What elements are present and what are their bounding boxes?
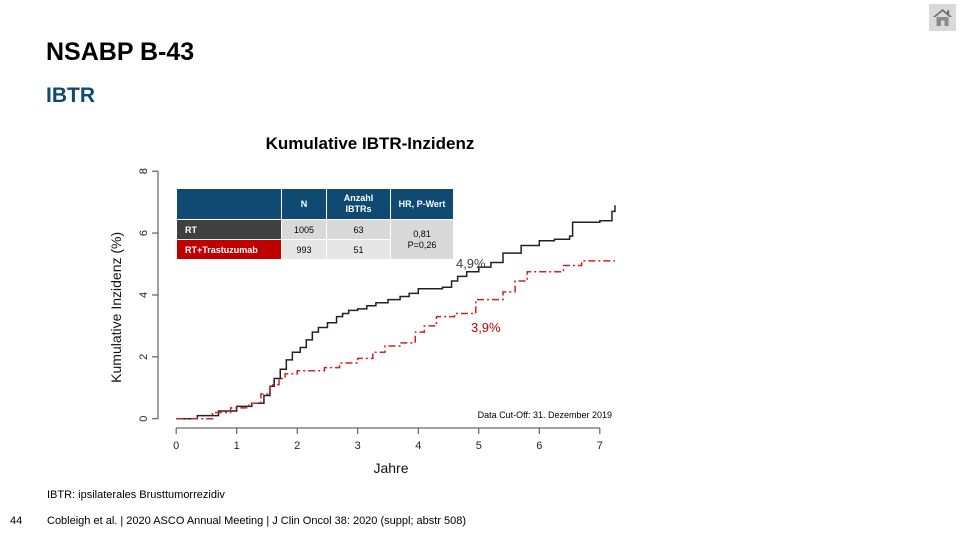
y-tick-label: 0 (138, 416, 150, 422)
y-tick-label: 2 (138, 354, 150, 360)
legend-row-rt-n: 1005 (281, 219, 327, 240)
x-axis-label: Jahre (373, 460, 408, 476)
x-tick-label: 6 (536, 440, 542, 452)
legend-row-rtt-events: 51 (326, 239, 391, 260)
slide-subtitle: IBTR (46, 84, 95, 107)
x-tick-label: 1 (234, 440, 240, 452)
footnote: IBTR: ipsilaterales Brusttumorrezidiv (47, 489, 225, 501)
y-tick-label: 8 (138, 168, 150, 174)
legend-header-empty (176, 188, 282, 220)
x-tick-label: 0 (173, 440, 179, 452)
chart-annotations: 4,9% 3,9% Data Cut-Off: 31. Dezember 2019 (456, 256, 612, 420)
x-tick-label: 4 (415, 440, 421, 452)
x-tick-label: 3 (355, 440, 361, 452)
legend-header-hr: HR, P-Wert (390, 188, 454, 220)
x-tick-label: 5 (476, 440, 482, 452)
x-tick-label: 2 (294, 440, 300, 452)
citation: Cobleigh et al. | 2020 ASCO Annual Meeti… (47, 515, 467, 527)
home-icon (933, 9, 952, 26)
y-axis-label: Kumulative Inzidenz (%) (108, 232, 124, 383)
chart-title: Kumulative IBTR-Inzidenz (265, 134, 475, 153)
series-line-rt (176, 205, 616, 420)
y-tick-label: 6 (138, 230, 150, 236)
legend-p-value: P=0,26 (407, 239, 437, 250)
chart-axes: 0 1 2 3 4 5 6 7 0 2 4 6 8 Jahre Kumulative Inzidenz (%… (108, 168, 603, 476)
chart-series (176, 205, 616, 420)
slide-title: NSABP B-43 (46, 38, 195, 66)
annotation-rtt-value: 3,9% (471, 320, 501, 335)
legend-hr-cell: 0,81 P=0,26 (390, 219, 454, 260)
y-tick-label: 4 (138, 292, 150, 298)
legend-row-rtt-n: 993 (281, 239, 327, 260)
home-button[interactable] (929, 4, 956, 31)
legend-hr-value: 0,81 (413, 228, 431, 239)
legend-header-events: Anzahl IBTRs (326, 188, 391, 220)
legend-table: N Anzahl IBTRs HR, P-Wert RT 1005 63 0,8… (176, 188, 454, 260)
legend-header-n: N (281, 188, 327, 220)
legend-row-rtt-label: RT+Trastuzumab (176, 239, 282, 260)
data-cutoff-note: Data Cut-Off: 31. Dezember 2019 (478, 410, 612, 420)
page-number: 44 (10, 515, 23, 527)
series-line-rt-trastuzumab (176, 260, 615, 420)
legend-row-rt-events: 63 (326, 219, 391, 240)
legend-row-rt-label: RT (176, 219, 282, 240)
x-tick-label: 7 (597, 440, 603, 452)
annotation-rt-value: 4,9% (456, 256, 486, 271)
